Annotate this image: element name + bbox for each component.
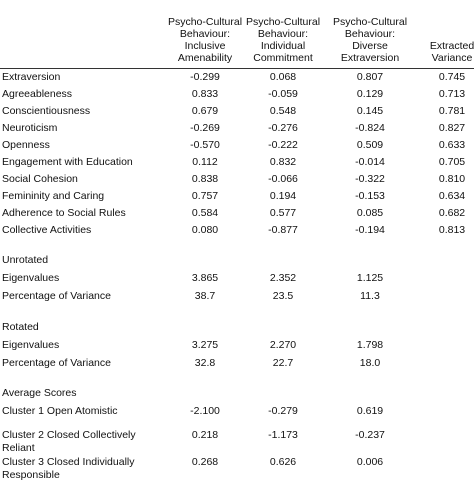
row-label: Social Cohesion xyxy=(2,173,78,185)
cell: -0.222 xyxy=(268,139,298,151)
cell: 22.7 xyxy=(272,357,294,369)
section-title: Average Scores xyxy=(2,387,77,399)
cell: 0.626 xyxy=(269,456,297,468)
row-label: Percentage of Variance xyxy=(2,357,111,369)
cell: 0.194 xyxy=(269,190,297,202)
cell: 0.112 xyxy=(192,156,218,168)
row-label: Eigenvalues xyxy=(2,272,60,284)
cell: -0.014 xyxy=(355,156,385,168)
cell: 0.548 xyxy=(269,105,297,117)
cell: 0.807 xyxy=(356,71,384,83)
cell: 0.827 xyxy=(438,122,466,134)
row-label: Openness xyxy=(2,139,50,151)
column-header: Psycho-Cultural Behaviour: Diverse Extra… xyxy=(332,16,408,64)
cell: -2.100 xyxy=(190,405,220,417)
cell: 11.3 xyxy=(360,290,380,302)
cell: -1.173 xyxy=(268,429,298,441)
cell: 0.619 xyxy=(356,405,384,417)
row-label: Eigenvalues xyxy=(2,339,60,351)
cell: 2.270 xyxy=(269,339,297,351)
cell: 0.705 xyxy=(438,156,466,168)
section-title: Rotated xyxy=(2,321,39,333)
cell: -0.824 xyxy=(355,122,385,134)
cell: -0.322 xyxy=(355,173,385,185)
cell: 3.865 xyxy=(191,272,219,284)
cell: 0.006 xyxy=(356,456,384,468)
cell: -0.299 xyxy=(190,71,220,83)
cell: -0.877 xyxy=(268,224,298,236)
cell: 23.5 xyxy=(272,290,294,302)
cell: 0.577 xyxy=(269,207,297,219)
cell: 2.352 xyxy=(269,272,297,284)
cell: 0.509 xyxy=(356,139,384,151)
header-rule xyxy=(0,68,474,69)
cell: 0.781 xyxy=(438,105,466,117)
cell: 32.8 xyxy=(194,357,216,369)
row-label: Extraversion xyxy=(2,71,61,83)
cell: 0.682 xyxy=(438,207,466,219)
cell: 0.633 xyxy=(438,139,466,151)
cell: 0.080 xyxy=(191,224,219,236)
row-label: Femininity and Caring xyxy=(2,190,105,202)
cell: 0.085 xyxy=(356,207,384,219)
cell: 0.838 xyxy=(191,173,219,185)
cell: -0.276 xyxy=(268,122,298,134)
cell: 0.832 xyxy=(269,156,297,168)
cell: 0.145 xyxy=(356,105,384,117)
cell: 1.798 xyxy=(356,339,384,351)
cell: 1.125 xyxy=(356,272,384,284)
row-label: Engagement with Education xyxy=(2,156,133,168)
row-label: Percentage of Variance xyxy=(2,290,111,302)
cell: -0.570 xyxy=(190,139,220,151)
row-label: Neuroticism xyxy=(2,122,58,134)
column-header: Psycho-Cultural Behaviour: Inclusive Ame… xyxy=(167,16,243,64)
row-label: Cluster 3 Closed Individually Responsibl… xyxy=(2,456,135,481)
row-label: Agreeableness xyxy=(2,88,73,100)
cell: 0.745 xyxy=(438,71,466,83)
cell: 3.275 xyxy=(191,339,219,351)
cell: 0.757 xyxy=(191,190,219,202)
cell: 0.218 xyxy=(191,429,219,441)
cell: -0.153 xyxy=(355,190,385,202)
cell: 0.713 xyxy=(438,88,466,100)
cell: 0.584 xyxy=(191,207,219,219)
cell: 0.268 xyxy=(191,456,219,468)
cell: 0.068 xyxy=(269,71,297,83)
cell: 0.679 xyxy=(191,105,219,117)
cell: -0.194 xyxy=(355,224,385,236)
row-label: Adherence to Social Rules xyxy=(2,207,126,219)
cell: 0.833 xyxy=(191,88,219,100)
column-header: Psycho-Cultural Behaviour: Individual Co… xyxy=(245,16,321,64)
cell: -0.059 xyxy=(268,88,298,100)
cell: -0.066 xyxy=(268,173,298,185)
column-header: Extracted Variance xyxy=(429,40,474,64)
row-label: Conscientiousness xyxy=(2,105,91,117)
row-label: Collective Activities xyxy=(2,224,92,236)
cell: -0.269 xyxy=(190,122,220,134)
row-label: Cluster 2 Closed Collectively Reliant xyxy=(2,429,136,454)
cell: -0.237 xyxy=(355,429,385,441)
section-title: Unrotated xyxy=(2,254,49,266)
cell: -0.279 xyxy=(268,405,298,417)
cell: 0.129 xyxy=(356,88,384,100)
cell: 0.813 xyxy=(438,224,466,236)
cell: 18.0 xyxy=(359,357,381,369)
cell: 0.810 xyxy=(438,173,466,185)
cell: 38.7 xyxy=(194,290,216,302)
cell: 0.634 xyxy=(438,190,466,202)
row-label: Cluster 1 Open Atomistic xyxy=(2,405,118,417)
